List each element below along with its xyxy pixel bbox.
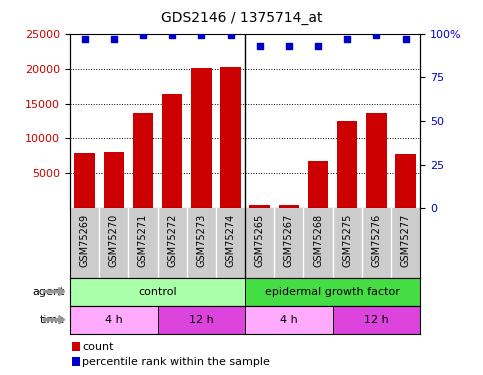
Text: GSM75275: GSM75275 xyxy=(342,214,352,267)
Text: GSM75274: GSM75274 xyxy=(226,214,236,267)
Bar xyxy=(279,205,299,208)
Point xyxy=(81,36,88,42)
Point xyxy=(227,33,234,39)
Point xyxy=(343,36,351,42)
Text: GSM75272: GSM75272 xyxy=(167,214,177,267)
Point xyxy=(110,36,118,42)
Point xyxy=(168,33,176,39)
Text: GSM75271: GSM75271 xyxy=(138,214,148,267)
Text: agent: agent xyxy=(33,286,65,297)
Bar xyxy=(366,112,387,208)
Point xyxy=(285,43,293,49)
Text: count: count xyxy=(82,342,114,352)
Text: GDS2146 / 1375714_at: GDS2146 / 1375714_at xyxy=(161,11,322,25)
Bar xyxy=(250,205,270,208)
Text: GSM75269: GSM75269 xyxy=(80,214,90,267)
Text: percentile rank within the sample: percentile rank within the sample xyxy=(82,357,270,367)
Bar xyxy=(157,306,245,334)
Text: GSM75270: GSM75270 xyxy=(109,214,119,267)
Point xyxy=(314,43,322,49)
Point xyxy=(139,33,147,39)
Bar xyxy=(70,306,157,334)
Text: GSM75276: GSM75276 xyxy=(371,214,382,267)
Bar xyxy=(333,306,420,334)
Bar xyxy=(245,278,420,306)
Text: 4 h: 4 h xyxy=(280,315,298,325)
Point xyxy=(256,43,264,49)
Bar xyxy=(396,154,416,208)
Text: GSM75267: GSM75267 xyxy=(284,214,294,267)
Point xyxy=(402,36,410,42)
Bar xyxy=(162,94,183,208)
Bar xyxy=(245,306,333,334)
Text: epidermal growth factor: epidermal growth factor xyxy=(265,286,400,297)
Bar xyxy=(337,121,357,208)
Text: time: time xyxy=(40,315,65,325)
Bar xyxy=(74,153,95,208)
Bar xyxy=(133,112,153,208)
Bar xyxy=(308,161,328,208)
Text: 12 h: 12 h xyxy=(189,315,213,325)
Text: control: control xyxy=(138,286,177,297)
Text: GSM75277: GSM75277 xyxy=(400,214,411,267)
Point xyxy=(198,33,205,39)
Text: 12 h: 12 h xyxy=(364,315,389,325)
Bar xyxy=(70,278,245,306)
Text: GSM75273: GSM75273 xyxy=(197,214,206,267)
Text: GSM75265: GSM75265 xyxy=(255,214,265,267)
Bar xyxy=(103,152,124,208)
Bar xyxy=(191,68,212,208)
Text: GSM75268: GSM75268 xyxy=(313,214,323,267)
Text: 4 h: 4 h xyxy=(105,315,123,325)
Point xyxy=(372,33,380,39)
Bar xyxy=(220,67,241,208)
